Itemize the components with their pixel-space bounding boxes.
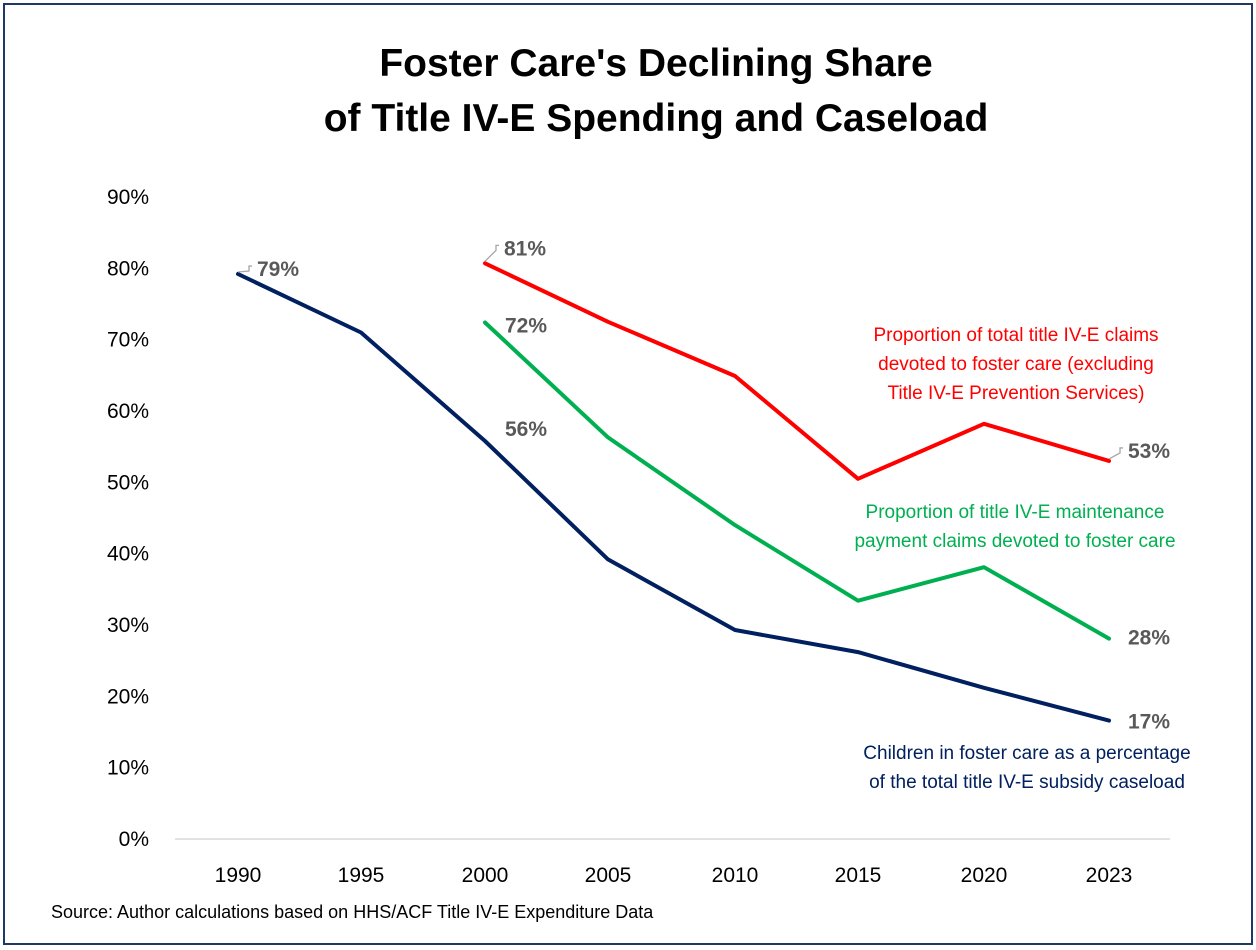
x-tick-label: 2020 [961, 864, 1008, 887]
series-lines [236, 261, 1111, 723]
x-tick-label: 2000 [462, 864, 509, 887]
x-axis-ticks: 1990 1995 2000 2005 2010 2015 2020 2023 [215, 864, 1133, 887]
y-tick-label: 80% [107, 257, 149, 280]
data-label-leader [484, 244, 499, 262]
y-tick-label: 90% [107, 186, 149, 209]
series-annotation-claims: devoted to foster care (excluding [878, 354, 1154, 375]
x-tick-label: 1990 [215, 864, 262, 887]
data-label: 53% [1128, 440, 1170, 463]
chart-frame [3, 3, 1253, 945]
series-line-caseload [236, 272, 1111, 723]
data-label: 81% [504, 237, 546, 260]
data-label-leader [1108, 447, 1123, 460]
data-label: 28% [1128, 627, 1170, 650]
source-note: Source: Author calculations based on HHS… [51, 902, 654, 922]
chart-title-line-2: of Title IV-E Spending and Caseload [324, 97, 989, 140]
x-tick-label: 2015 [835, 864, 882, 887]
series-annotation-caseload: Children in foster care as a percentage [863, 743, 1190, 764]
x-tick-label: 2023 [1086, 864, 1133, 887]
series-line-maintenance [483, 320, 1111, 641]
x-tick-label: 2010 [712, 864, 759, 887]
y-axis-ticks: 0% 10% 20% 30% 40% 50% 60% 70% 80% 90% [107, 186, 149, 851]
y-tick-label: 0% [119, 828, 149, 851]
y-tick-label: 30% [107, 614, 149, 637]
series-annotation-claims: Title IV-E Prevention Services) [888, 383, 1145, 404]
y-tick-label: 10% [107, 757, 149, 780]
series-annotation-maintenance: payment claims devoted to foster care [854, 531, 1175, 552]
series-annotation-claims: Proportion of total title IV-E claims [873, 325, 1158, 346]
data-label: 56% [505, 418, 547, 441]
data-label: 72% [505, 315, 547, 338]
data-label-leader [237, 265, 252, 273]
data-label: 17% [1128, 711, 1170, 734]
x-tick-label: 1995 [338, 864, 385, 887]
series-annotation-caseload: of the total title IV-E subsidy caseload [869, 772, 1185, 793]
y-tick-label: 70% [107, 329, 149, 352]
data-labels: 79% 81% 72% 56% 53% 28% 17% [237, 237, 1170, 734]
series-annotations: Proportion of total title IV-E claims dev… [854, 325, 1190, 793]
data-label: 79% [257, 258, 299, 281]
y-tick-label: 20% [107, 685, 149, 708]
y-tick-label: 60% [107, 400, 149, 423]
y-tick-label: 40% [107, 543, 149, 566]
x-tick-label: 2005 [585, 864, 632, 887]
series-line-claims [483, 261, 1111, 481]
y-tick-label: 50% [107, 471, 149, 494]
chart-title-line-1: Foster Care's Declining Share [379, 42, 932, 85]
series-annotation-maintenance: Proportion of title IV-E maintenance [866, 502, 1165, 523]
